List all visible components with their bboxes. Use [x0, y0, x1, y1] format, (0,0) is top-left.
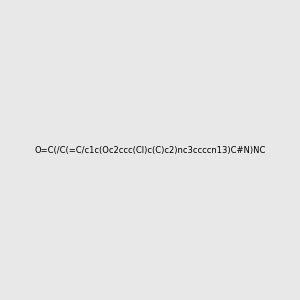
Text: O=C(/C(=C/c1c(Oc2ccc(Cl)c(C)c2)nc3ccccn13)C#N)NC: O=C(/C(=C/c1c(Oc2ccc(Cl)c(C)c2)nc3ccccn1…: [34, 146, 266, 154]
